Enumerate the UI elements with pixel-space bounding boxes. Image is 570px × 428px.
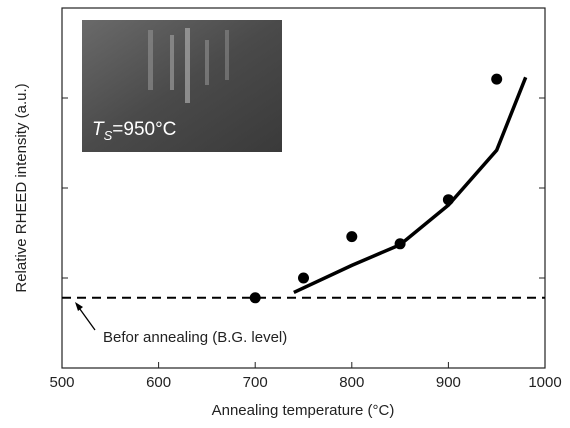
x-tick-label: 500 — [49, 374, 74, 391]
x-axis-label: Annealing temperature (°C) — [212, 402, 395, 419]
x-tick-label: 600 — [146, 374, 171, 391]
x-tick-label: 800 — [339, 374, 364, 391]
data-point — [442, 194, 454, 206]
inset-label: TS=950°C — [92, 119, 176, 143]
x-tick-label: 700 — [243, 374, 268, 391]
x-tick-label: 1000 — [528, 374, 561, 391]
data-point — [346, 231, 358, 243]
arrow-head — [75, 302, 83, 311]
data-point — [249, 292, 261, 304]
fit-curve — [293, 76, 528, 294]
annotation: Befor annealing (B.G. level) — [103, 329, 287, 346]
inset-symbol: T — [92, 119, 105, 140]
x-tick-label: 900 — [436, 374, 461, 391]
data-point — [394, 238, 406, 250]
inset-image — [82, 20, 282, 152]
y-axis-label: Relative RHEED intensity (a.u.) — [13, 83, 30, 292]
data-point — [491, 73, 503, 85]
data-point — [298, 272, 309, 284]
inset-text: =950°C — [112, 119, 176, 140]
inset-subscript: S — [104, 128, 113, 143]
